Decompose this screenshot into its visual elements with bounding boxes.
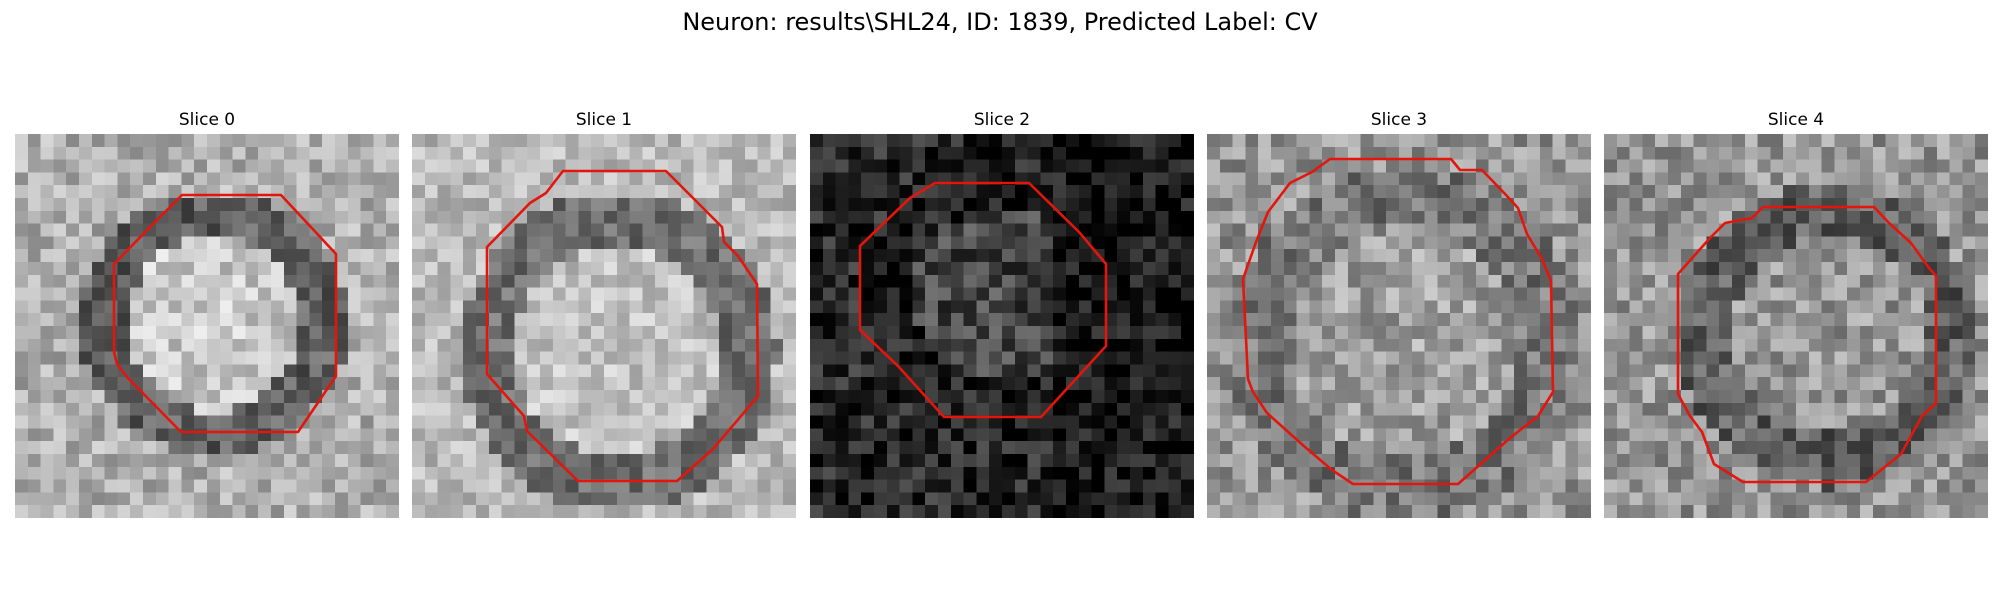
slice-panel-1: Slice 1 [412,110,796,520]
roi-outline-2 [858,181,1108,419]
slice-panel-0: Slice 0 [15,110,399,520]
slice-image-2 [810,134,1194,518]
slice-panel-2: Slice 2 [810,110,1194,520]
slice-image-3 [1207,134,1591,518]
roi-outline-4 [1676,205,1938,484]
roi-outline-3 [1241,157,1555,486]
roi-outline-1 [485,169,760,483]
slice-panel-4: Slice 4 [1604,110,1988,520]
slice-title-4: Slice 4 [1767,110,1825,130]
slice-title-0: Slice 0 [178,110,236,130]
figure-title: Neuron: results\SHL24, ID: 1839, Predict… [682,8,1318,36]
slice-title-2: Slice 2 [973,110,1031,130]
slice-title-1: Slice 1 [575,110,633,130]
slice-panel-3: Slice 3 [1207,110,1591,520]
slice-image-4 [1604,134,1988,518]
slice-title-3: Slice 3 [1370,110,1428,130]
roi-outline-0 [112,193,338,434]
slice-image-1 [412,134,796,518]
